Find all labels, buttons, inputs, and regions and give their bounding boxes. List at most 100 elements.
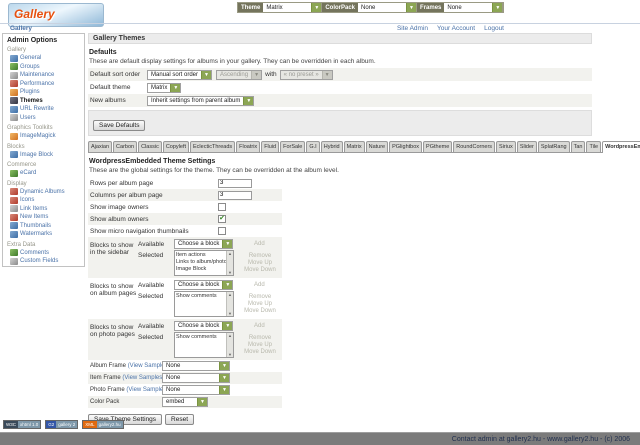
item-frame-select[interactable]: None ▼ [162,373,230,383]
sidebar-item-groups[interactable]: Groups [10,63,82,72]
tab-ajaxian[interactable]: Ajaxian [88,141,113,152]
scroll-up-icon[interactable]: ▲ [228,251,232,256]
list-item[interactable]: Item actions [176,252,206,258]
blocks-sidebar-listbox[interactable]: Item actions Links to album/photo peers … [174,250,234,276]
tab-hybrid[interactable]: Hybrid [320,141,343,152]
blocks-album-choose-select[interactable]: Choose a block ▼ [174,280,234,290]
blocks-sidebar-choose-select[interactable]: Choose a block ▼ [174,239,234,249]
sidebar-item-image-block[interactable]: Image Block [10,151,82,160]
tab-splatrang[interactable]: SplatRang [537,141,570,152]
theme-select[interactable]: Matrix ▼ [263,3,323,12]
sidebar-item-ecard[interactable]: eCard [10,169,82,178]
sidebar-item-url-rewrite[interactable]: URL Rewrite [10,105,82,114]
item-frame-view-samples-link[interactable]: (View Samples) [122,375,165,381]
sidebar-item-link-items[interactable]: Link Items [10,205,82,214]
tab-wordpressembedded[interactable]: WordpressEmbedded [602,141,640,153]
tab-forsale[interactable]: ForSale [280,141,306,152]
xml-badge[interactable]: XML gallery2.hu [82,420,124,429]
sidebar-item-multilanguage[interactable]: MultiLanguage [10,266,82,267]
blocks-album-add-link[interactable]: Add [254,282,265,288]
reset-button[interactable]: Reset [165,414,195,425]
default-theme-select[interactable]: Matrix ▼ [147,82,182,93]
sidebar-item-watermarks[interactable]: Watermarks [10,230,82,239]
show-album-owners-checkbox[interactable]: ✔ [218,215,226,223]
photo-frame-select[interactable]: None ▼ [162,385,230,395]
album-frame-view-samples-link[interactable]: (View Samples) [127,363,170,369]
gallery-badge[interactable]: G2 gallery 2 [45,420,79,429]
scroll-down-icon[interactable]: ▼ [228,311,232,316]
sidebar-item-new-items[interactable]: New Items [10,213,82,222]
tab-roundcorners[interactable]: RoundCorners [453,141,496,152]
move-down-link[interactable]: Move Down [244,267,276,273]
sidebar-item-dynamic-albums[interactable]: Dynamic Albums [10,188,82,197]
sidebar-item-performance[interactable]: Performance [10,80,82,89]
listbox-scrollbar[interactable]: ▲ ▼ [226,292,233,316]
remove-link[interactable]: Remove [248,335,272,341]
move-up-link[interactable]: Move Up [247,301,272,307]
remove-link[interactable]: Remove [248,253,272,259]
sort-order-select[interactable]: Manual sort order ▼ [147,69,213,80]
tab-classic[interactable]: Classic [138,141,162,152]
move-down-link[interactable]: Move Down [244,349,276,355]
sidebar-item-themes[interactable]: Themes [10,97,82,106]
blocks-sidebar-add-link[interactable]: Add [254,241,265,247]
sidebar-item-imagemagick[interactable]: ImageMagick [10,132,82,141]
sidebar-item-maintenance[interactable]: Maintenance [10,71,82,80]
blocks-album-listbox[interactable]: Show comments ▲ ▼ [174,291,234,317]
logout-link[interactable]: Logout [484,25,504,32]
sidebar-item-custom-fields[interactable]: Custom Fields [10,257,82,266]
scroll-down-icon[interactable]: ▼ [228,352,232,357]
tab-slider[interactable]: Slider [516,141,537,152]
tab-fluid[interactable]: Fluid [261,141,280,152]
remove-link[interactable]: Remove [248,294,272,300]
album-frame-select[interactable]: None ▼ [162,361,230,371]
scroll-up-icon[interactable]: ▲ [228,292,232,297]
tab-nature[interactable]: Nature [365,141,389,152]
tab-floatrix[interactable]: Floatrix [236,141,261,152]
tab-pgtheme[interactable]: PGtheme [423,141,453,152]
scroll-up-icon[interactable]: ▲ [228,333,232,338]
tab-matrix[interactable]: Matrix [343,141,365,152]
tab-tile[interactable]: Tile [586,141,602,152]
tab-gi[interactable]: G.I [306,141,320,152]
columns-per-page-input[interactable] [218,190,252,200]
sidebar-item-thumbnails[interactable]: Thumbnails [10,222,82,231]
listbox-scrollbar[interactable]: ▲ ▼ [226,333,233,357]
list-item[interactable]: Show comments [176,293,217,299]
tab-tan[interactable]: Tan [570,141,586,152]
move-up-link[interactable]: Move Up [247,342,272,348]
color-pack-select[interactable]: embed ▼ [162,397,208,407]
list-item[interactable]: Links to album/photo peers [176,259,226,265]
save-theme-settings-button[interactable]: Save Theme Settings [88,414,163,425]
sidebar-item-icons[interactable]: Icons [10,196,82,205]
sidebar-item-general[interactable]: General [10,54,82,63]
blocks-photo-choose-select[interactable]: Choose a block ▼ [174,321,234,331]
xhtml-badge[interactable]: W3C xhtml 1.0 [3,420,42,429]
scroll-down-icon[interactable]: ▼ [228,270,232,275]
photo-frame-view-samples-link[interactable]: (View Samples) [126,387,169,393]
listbox-scrollbar[interactable]: ▲ ▼ [226,251,233,275]
list-item[interactable]: Show comments [176,334,217,340]
show-image-owners-checkbox[interactable] [218,203,226,211]
site-admin-link[interactable]: Site Admin [396,25,429,32]
save-defaults-button[interactable]: Save Defaults [93,120,146,131]
sidebar-item-comments[interactable]: Comments [10,249,82,258]
frames-select[interactable]: None ▼ [444,3,504,12]
sidebar-item-users[interactable]: Users [10,114,82,123]
your-account-link[interactable]: Your Account [437,25,476,32]
show-micro-nav-checkbox[interactable] [218,227,226,235]
move-down-link[interactable]: Move Down [244,308,276,314]
tab-pglightbox[interactable]: PGlightbox [389,141,423,152]
tab-carbon[interactable]: Carbon [113,141,138,152]
move-up-link[interactable]: Move Up [247,260,272,266]
tab-siriux[interactable]: Siriux [496,141,516,152]
rows-per-page-input[interactable] [218,178,252,188]
breadcrumb-gallery-link[interactable]: Gallery [10,25,33,32]
sidebar-item-plugins[interactable]: Plugins [10,88,82,97]
colorpack-select[interactable]: None ▼ [358,3,418,12]
list-item[interactable]: Image Block [176,266,207,272]
tab-copyleft[interactable]: Copyleft [162,141,190,152]
blocks-photo-listbox[interactable]: Show comments ▲ ▼ [174,332,234,358]
tab-eclecticthreads[interactable]: EclecticThreads [190,141,236,152]
new-albums-select[interactable]: Inherit settings from parent album ▼ [147,95,255,106]
